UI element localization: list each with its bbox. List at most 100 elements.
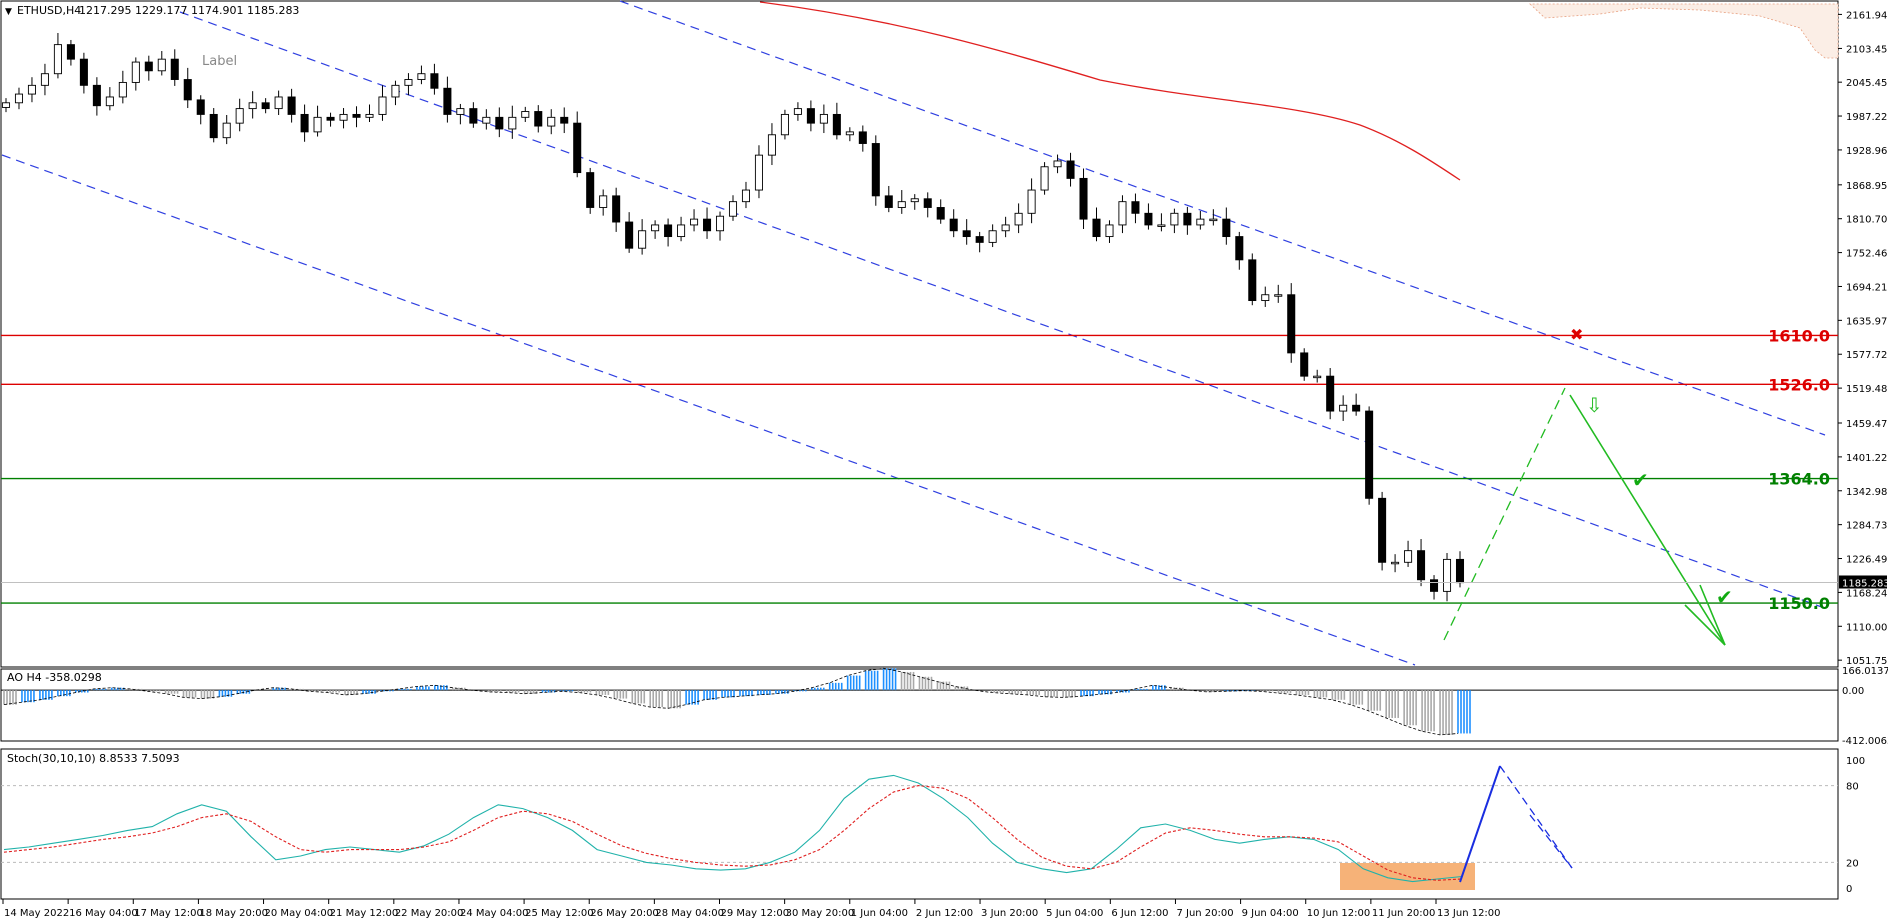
candle-body xyxy=(378,96,387,115)
candle-body xyxy=(703,218,712,232)
candle-body xyxy=(949,218,958,232)
time-tick-label: 25 May 12:00 xyxy=(525,908,594,919)
candle-body xyxy=(1,102,11,108)
candle-body xyxy=(79,58,88,86)
candle-body xyxy=(1287,294,1296,354)
channel-lower-line xyxy=(1,154,1416,666)
projection-arrow-b xyxy=(1699,584,1726,646)
stoch-proj-down-1 xyxy=(1499,765,1573,869)
candle-body xyxy=(1391,561,1400,565)
time-tick-label: 30 May 20:00 xyxy=(786,908,855,919)
candle-body xyxy=(1378,497,1387,563)
candle-body xyxy=(352,113,361,118)
candle-body xyxy=(1339,404,1348,412)
price-tick-label: 1168.245 xyxy=(1846,588,1888,599)
candle-body xyxy=(235,108,244,124)
price-tick-label: 1810.705 xyxy=(1846,215,1888,226)
price-tick-label: 1635.970 xyxy=(1846,316,1888,327)
time-tick-label: 22 May 20:00 xyxy=(395,908,464,919)
time-tick-label: 2 Jun 12:00 xyxy=(916,908,973,919)
symbol-label: ETHUSD,H4 xyxy=(17,4,81,17)
price-tick-label: 1577.725 xyxy=(1846,350,1888,361)
channel-mid-line xyxy=(179,11,1831,611)
price-tick-label: 1284.735 xyxy=(1846,521,1888,532)
candle-body xyxy=(1417,550,1426,581)
time-tick-label: 1 Jun 04:00 xyxy=(851,908,908,919)
candle-body xyxy=(313,116,322,133)
candle-body xyxy=(1079,177,1088,220)
channel-upper-line xyxy=(619,0,1826,436)
down-arrow-icon: ⇩ xyxy=(1586,393,1603,417)
candle-body xyxy=(40,73,49,86)
candle-body xyxy=(767,134,776,156)
candle-body xyxy=(430,73,439,89)
price-panel-frame xyxy=(0,0,1839,668)
candle-body xyxy=(443,87,452,115)
candle-body xyxy=(1442,558,1452,592)
candle-body xyxy=(754,154,763,191)
candle-body xyxy=(196,99,205,115)
stoch-tick-label: 80 xyxy=(1846,782,1859,793)
candle-body xyxy=(131,61,140,83)
price-tick-label: 2103.455 xyxy=(1846,44,1888,55)
candle-body xyxy=(975,236,984,243)
candle-body xyxy=(248,102,257,110)
candle-body xyxy=(14,93,24,104)
candle-body xyxy=(1157,224,1166,227)
candle-body xyxy=(1144,212,1153,226)
candle-body xyxy=(144,61,153,72)
price-tick-label: 1928.960 xyxy=(1846,146,1888,157)
current-price-box xyxy=(1839,575,1887,589)
stoch-projection xyxy=(1459,765,1573,883)
time-tick-label: 11 Jun 20:00 xyxy=(1372,908,1436,919)
projection-up-dashed xyxy=(1443,387,1566,641)
candle-body xyxy=(871,143,880,197)
time-tick-label: 29 May 12:00 xyxy=(721,908,790,919)
candle-body xyxy=(53,44,62,75)
candle-body xyxy=(261,102,270,110)
candle-body xyxy=(365,113,374,118)
candle-body xyxy=(677,224,686,238)
candle-body xyxy=(845,131,854,136)
moving-average-line xyxy=(759,1,1461,181)
candle-body xyxy=(1326,375,1335,412)
stoch-tick-label: 20 xyxy=(1846,858,1859,869)
time-tick-label: 21 May 12:00 xyxy=(330,908,399,919)
candle-body xyxy=(105,96,114,107)
candle-body xyxy=(819,113,828,124)
time-tick-label: 9 Jun 04:00 xyxy=(1242,908,1299,919)
stoch-panel-frame xyxy=(0,748,1839,900)
time-tick-label: 5 Jun 04:00 xyxy=(1046,908,1103,919)
candle-body xyxy=(651,224,660,232)
time-tick-label: 26 May 20:00 xyxy=(590,908,659,919)
candle-body xyxy=(741,189,751,203)
candle-body xyxy=(326,116,335,121)
candle-body xyxy=(92,84,101,107)
price-tick-label: 2045.450 xyxy=(1846,78,1888,89)
candle-body xyxy=(910,198,919,203)
time-tick-label: 18 May 20:00 xyxy=(199,908,268,919)
level-label: 1364.0 xyxy=(1768,470,1830,489)
stoch-main-line xyxy=(3,774,1463,883)
stoch-proj-down-2 xyxy=(1529,814,1573,869)
price-tick-label: 1868.950 xyxy=(1846,181,1888,192)
candle-body xyxy=(1235,236,1244,261)
triangle-icon: ▼ xyxy=(5,7,12,17)
price-levels: 1610.0 1526.0 1364.0 1150.0 xyxy=(1,326,1838,613)
stoch-proj-up xyxy=(1459,765,1501,883)
candle-body xyxy=(1455,558,1465,584)
stoch-signal-line xyxy=(3,785,1463,881)
candle-body xyxy=(715,215,725,232)
candle-body xyxy=(1300,352,1309,377)
candle-body xyxy=(884,195,893,208)
ao-tick-label: 0.00 xyxy=(1842,686,1864,697)
candle-body xyxy=(936,207,945,220)
candle-body xyxy=(300,113,309,133)
candle-body xyxy=(1404,550,1413,563)
candle-body xyxy=(599,195,608,208)
candle-body xyxy=(560,116,569,124)
candle-body xyxy=(391,84,400,98)
projection-down-line xyxy=(1569,394,1726,646)
